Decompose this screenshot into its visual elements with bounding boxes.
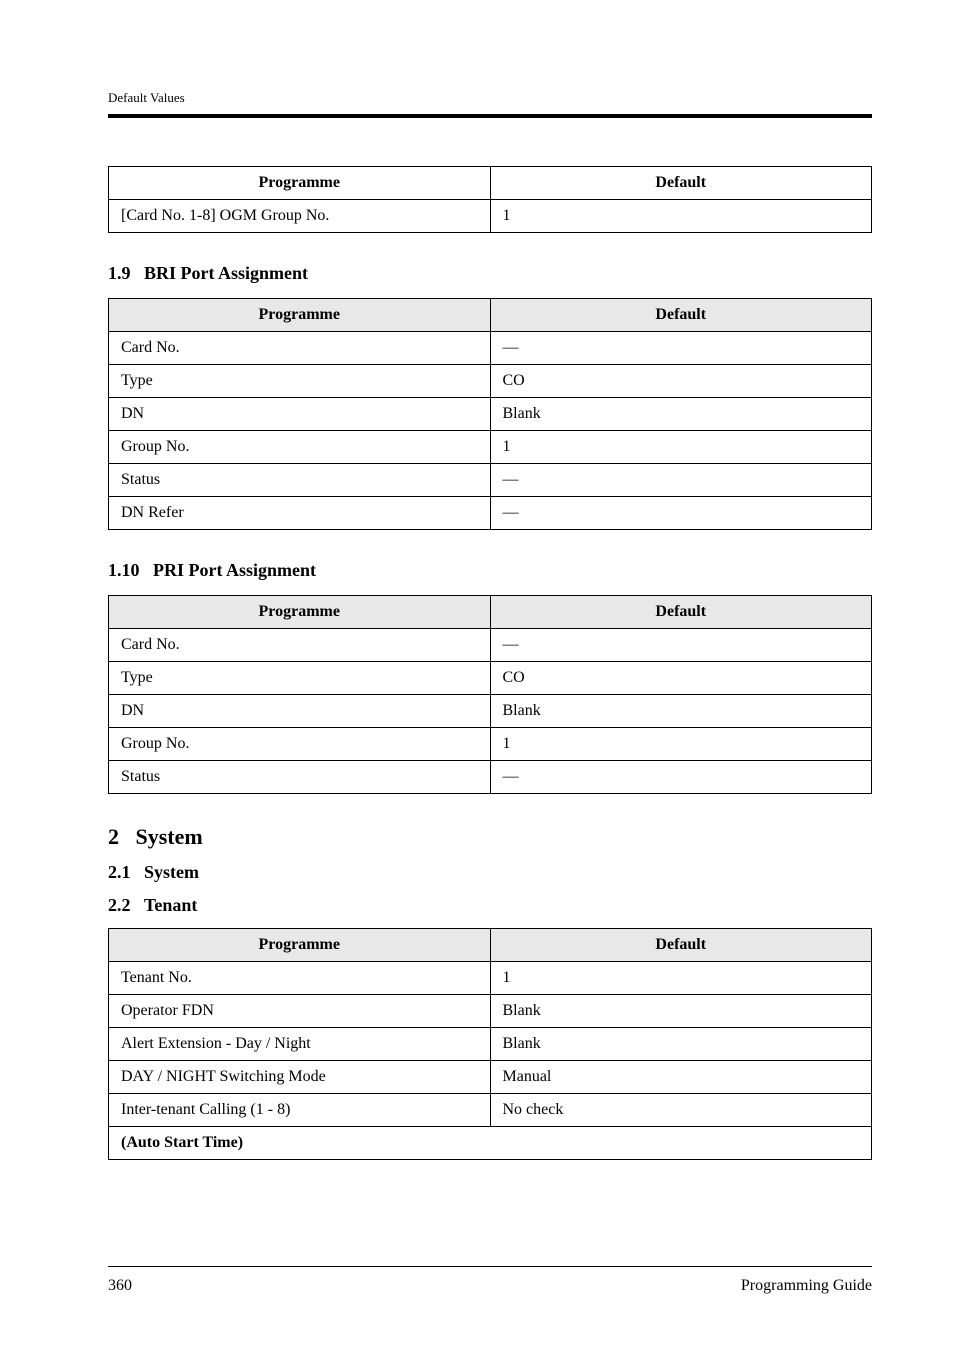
cell: Operator FDN — [109, 995, 491, 1028]
heading-number: 1.9 — [108, 263, 131, 283]
table-row: Group No.1 — [109, 431, 872, 464]
heading-1-10: 1.10 PRI Port Assignment — [108, 560, 872, 581]
cell: 1 — [490, 200, 872, 233]
heading-title: PRI Port Assignment — [153, 560, 316, 580]
table-row: DNBlank — [109, 695, 872, 728]
cell: Group No. — [109, 728, 491, 761]
cell: Card No. — [109, 332, 491, 365]
heading-number: 2.1 — [108, 862, 131, 882]
table-bri: Programme Default Card No.— TypeCO DNBla… — [108, 298, 872, 530]
cell: Status — [109, 761, 491, 794]
th-default: Default — [490, 299, 872, 332]
span-cell: (Auto Start Time) — [109, 1127, 872, 1160]
table-row: Tenant No.1 — [109, 962, 872, 995]
th-default: Default — [490, 929, 872, 962]
cell: Manual — [490, 1061, 872, 1094]
cell: DAY / NIGHT Switching Mode — [109, 1061, 491, 1094]
heading-title: BRI Port Assignment — [144, 263, 308, 283]
cell: Blank — [490, 1028, 872, 1061]
table-row: Card No.— — [109, 332, 872, 365]
cell: DN Refer — [109, 497, 491, 530]
table-row: DNBlank — [109, 398, 872, 431]
cell: Type — [109, 662, 491, 695]
heading-2-2: 2.2 Tenant — [108, 895, 872, 916]
cell: Group No. — [109, 431, 491, 464]
table-row: [Card No. 1-8] OGM Group No. 1 — [109, 200, 872, 233]
heading-number: 2.2 — [108, 895, 131, 915]
heading-title: System — [136, 824, 203, 849]
cell: Blank — [490, 695, 872, 728]
heading-title: Tenant — [144, 895, 197, 915]
table-row: Inter-tenant Calling (1 - 8)No check — [109, 1094, 872, 1127]
table-row: Operator FDNBlank — [109, 995, 872, 1028]
cell: 1 — [490, 431, 872, 464]
cell: Status — [109, 464, 491, 497]
cell: 1 — [490, 728, 872, 761]
cell: — — [490, 464, 872, 497]
cell: Blank — [490, 995, 872, 1028]
table-row: Alert Extension - Day / NightBlank — [109, 1028, 872, 1061]
table-row: TypeCO — [109, 662, 872, 695]
cell: Card No. — [109, 629, 491, 662]
cell: No check — [490, 1094, 872, 1127]
cell: 1 — [490, 962, 872, 995]
th-programme: Programme — [109, 929, 491, 962]
cell: DN — [109, 695, 491, 728]
cell: — — [490, 761, 872, 794]
table-ogm: Programme Default [Card No. 1-8] OGM Gro… — [108, 166, 872, 233]
running-header: Default Values — [108, 90, 872, 106]
heading-title: System — [144, 862, 199, 882]
doc-title: Programming Guide — [741, 1277, 872, 1295]
cell: — — [490, 629, 872, 662]
table-row: Status— — [109, 464, 872, 497]
cell: CO — [490, 662, 872, 695]
table-row: (Auto Start Time) — [109, 1127, 872, 1160]
cell: — — [490, 332, 872, 365]
page-number: 360 — [108, 1277, 132, 1295]
heading-number: 1.10 — [108, 560, 140, 580]
cell: Tenant No. — [109, 962, 491, 995]
cell: Inter-tenant Calling (1 - 8) — [109, 1094, 491, 1127]
table-row: Group No.1 — [109, 728, 872, 761]
cell: CO — [490, 365, 872, 398]
th-programme: Programme — [109, 299, 491, 332]
heading-2-1: 2.1 System — [108, 862, 872, 883]
header-rule — [108, 114, 872, 118]
cell: [Card No. 1-8] OGM Group No. — [109, 200, 491, 233]
th-default: Default — [490, 167, 872, 200]
cell: Type — [109, 365, 491, 398]
cell: — — [490, 497, 872, 530]
table-pri: Programme Default Card No.— TypeCO DNBla… — [108, 595, 872, 794]
cell: Blank — [490, 398, 872, 431]
heading-1-9: 1.9 BRI Port Assignment — [108, 263, 872, 284]
footer-rule — [108, 1266, 872, 1267]
heading-2: 2 System — [108, 824, 872, 850]
heading-number: 2 — [108, 824, 119, 849]
cell: DN — [109, 398, 491, 431]
table-row: Card No.— — [109, 629, 872, 662]
footer: 360 Programming Guide — [108, 1266, 872, 1295]
table-tenant: Programme Default Tenant No.1 Operator F… — [108, 928, 872, 1160]
th-programme: Programme — [109, 596, 491, 629]
table-row: Status— — [109, 761, 872, 794]
cell: Alert Extension - Day / Night — [109, 1028, 491, 1061]
table-row: DAY / NIGHT Switching ModeManual — [109, 1061, 872, 1094]
table-row: TypeCO — [109, 365, 872, 398]
th-programme: Programme — [109, 167, 491, 200]
table-row: DN Refer— — [109, 497, 872, 530]
th-default: Default — [490, 596, 872, 629]
